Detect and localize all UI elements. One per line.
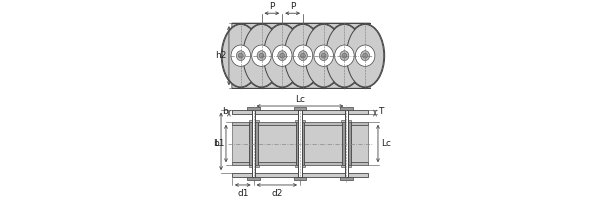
Polygon shape [232, 173, 368, 177]
Ellipse shape [227, 35, 275, 76]
Ellipse shape [319, 51, 328, 61]
Polygon shape [249, 122, 258, 165]
Ellipse shape [243, 24, 280, 87]
Ellipse shape [238, 53, 243, 58]
Ellipse shape [284, 24, 322, 87]
Ellipse shape [242, 24, 281, 88]
Polygon shape [342, 122, 351, 165]
Ellipse shape [263, 24, 301, 87]
Polygon shape [300, 122, 346, 125]
Text: b: b [222, 107, 228, 116]
Polygon shape [254, 162, 300, 165]
Ellipse shape [346, 24, 384, 87]
Ellipse shape [335, 45, 354, 66]
Ellipse shape [248, 32, 296, 79]
Polygon shape [254, 125, 300, 162]
Polygon shape [248, 165, 259, 167]
Polygon shape [295, 120, 305, 122]
Text: T: T [378, 107, 383, 116]
Ellipse shape [355, 45, 375, 66]
Polygon shape [346, 122, 368, 125]
Ellipse shape [278, 51, 287, 61]
Polygon shape [293, 107, 307, 110]
Polygon shape [341, 120, 352, 122]
Ellipse shape [363, 53, 368, 58]
Ellipse shape [290, 32, 337, 79]
Text: L: L [214, 139, 220, 148]
Ellipse shape [310, 35, 358, 76]
Polygon shape [296, 122, 304, 165]
Ellipse shape [269, 35, 316, 76]
Ellipse shape [340, 51, 349, 61]
Ellipse shape [259, 53, 264, 58]
Ellipse shape [252, 45, 271, 66]
Ellipse shape [342, 53, 347, 58]
Text: Lc: Lc [295, 95, 305, 104]
Ellipse shape [304, 24, 343, 88]
Polygon shape [340, 107, 353, 110]
Ellipse shape [221, 24, 260, 88]
Polygon shape [293, 177, 307, 180]
Ellipse shape [325, 24, 364, 88]
Ellipse shape [331, 32, 379, 79]
Text: b1: b1 [214, 139, 225, 148]
Ellipse shape [222, 24, 259, 87]
Ellipse shape [257, 51, 266, 61]
Polygon shape [346, 162, 368, 165]
Ellipse shape [236, 51, 245, 61]
Ellipse shape [263, 24, 302, 88]
Ellipse shape [322, 53, 326, 58]
Polygon shape [232, 122, 254, 125]
Ellipse shape [283, 24, 323, 88]
Text: d2: d2 [271, 189, 283, 198]
Text: P: P [269, 2, 275, 11]
Ellipse shape [301, 53, 305, 58]
Polygon shape [247, 177, 260, 180]
Polygon shape [300, 125, 346, 162]
Text: d1: d1 [237, 189, 248, 198]
Ellipse shape [293, 45, 313, 66]
Ellipse shape [326, 24, 363, 87]
Polygon shape [232, 162, 254, 165]
Text: P: P [290, 2, 295, 11]
Polygon shape [344, 110, 348, 177]
Ellipse shape [361, 51, 370, 61]
Polygon shape [232, 125, 254, 162]
Ellipse shape [346, 24, 385, 88]
Ellipse shape [280, 53, 284, 58]
Polygon shape [248, 120, 259, 122]
Ellipse shape [299, 51, 307, 61]
Ellipse shape [314, 45, 334, 66]
Polygon shape [295, 165, 305, 167]
Ellipse shape [305, 24, 343, 87]
FancyBboxPatch shape [232, 23, 370, 88]
Ellipse shape [231, 45, 251, 66]
Polygon shape [298, 110, 302, 177]
Polygon shape [341, 165, 352, 167]
Polygon shape [232, 110, 368, 114]
Polygon shape [346, 125, 368, 162]
Polygon shape [247, 107, 260, 110]
Text: Lc: Lc [381, 139, 391, 148]
Polygon shape [254, 122, 300, 125]
Polygon shape [300, 162, 346, 165]
Polygon shape [252, 110, 256, 177]
Ellipse shape [272, 45, 292, 66]
Polygon shape [340, 177, 353, 180]
Text: h2: h2 [215, 51, 227, 60]
